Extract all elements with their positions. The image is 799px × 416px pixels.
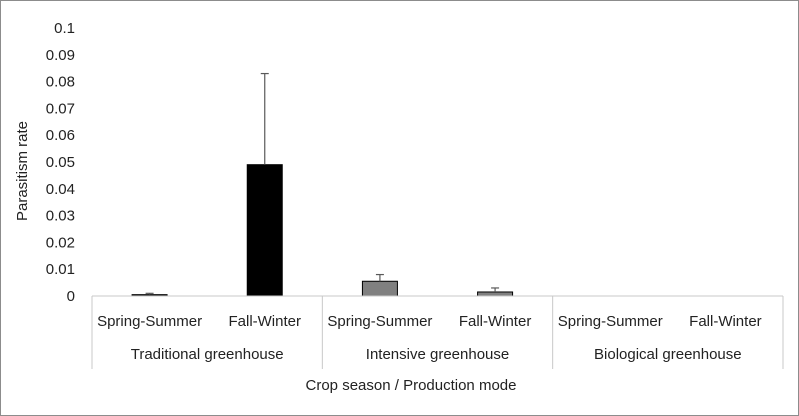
category-label: Spring-Summer [97, 313, 202, 330]
bars [131, 164, 514, 297]
y-tick-label: 0.03 [46, 208, 75, 225]
y-tick-label: 0 [67, 288, 75, 305]
y-tick-label: 0.02 [46, 234, 75, 251]
bar [477, 291, 514, 297]
category-label: Spring-Summer [558, 313, 663, 330]
category-label: Spring-Summer [327, 313, 432, 330]
x-axis: Traditional greenhouse Spring-Summer Fall-… [91, 295, 784, 369]
group-label: Traditional greenhouse [131, 346, 284, 363]
group-label: Biological greenhouse [594, 346, 742, 363]
bar [361, 280, 398, 297]
category-label: Fall-Winter [459, 313, 532, 330]
category-label: Fall-Winter [689, 313, 762, 330]
y-tick-label: 0.08 [46, 74, 75, 91]
y-axis-ticks: 0 0.01 0.02 0.03 0.04 0.05 0.06 0.07 0.08 0.09 0.1 [46, 20, 75, 305]
y-tick-label: 0.04 [46, 181, 75, 198]
error-bars [145, 72, 500, 295]
group-label: Intensive greenhouse [366, 346, 509, 363]
y-tick-label: 0.06 [46, 127, 75, 144]
y-tick-label: 0.07 [46, 100, 75, 117]
y-tick-label: 0.05 [46, 154, 75, 171]
category-label: Fall-Winter [228, 313, 301, 330]
y-axis-title: Parasitism rate [14, 121, 31, 221]
y-tick-label: 0.01 [46, 261, 75, 278]
y-tick-label: 0.09 [46, 47, 75, 64]
x-axis-title: Crop season / Production mode [306, 377, 517, 394]
y-tick-label: 0.1 [54, 20, 75, 37]
bar [246, 164, 283, 297]
